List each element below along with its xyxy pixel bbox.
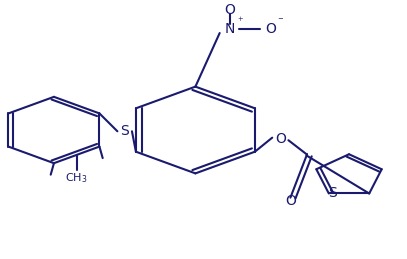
Text: $^-$: $^-$ (276, 17, 284, 27)
Text: O: O (224, 3, 235, 17)
Text: N: N (225, 22, 235, 36)
Text: O: O (285, 195, 296, 208)
Text: $^+$: $^+$ (236, 17, 244, 27)
Text: O: O (265, 22, 276, 36)
Text: CH$_3$: CH$_3$ (66, 171, 88, 185)
Text: O: O (275, 132, 286, 146)
Text: S: S (120, 124, 129, 138)
Text: S: S (328, 186, 337, 200)
